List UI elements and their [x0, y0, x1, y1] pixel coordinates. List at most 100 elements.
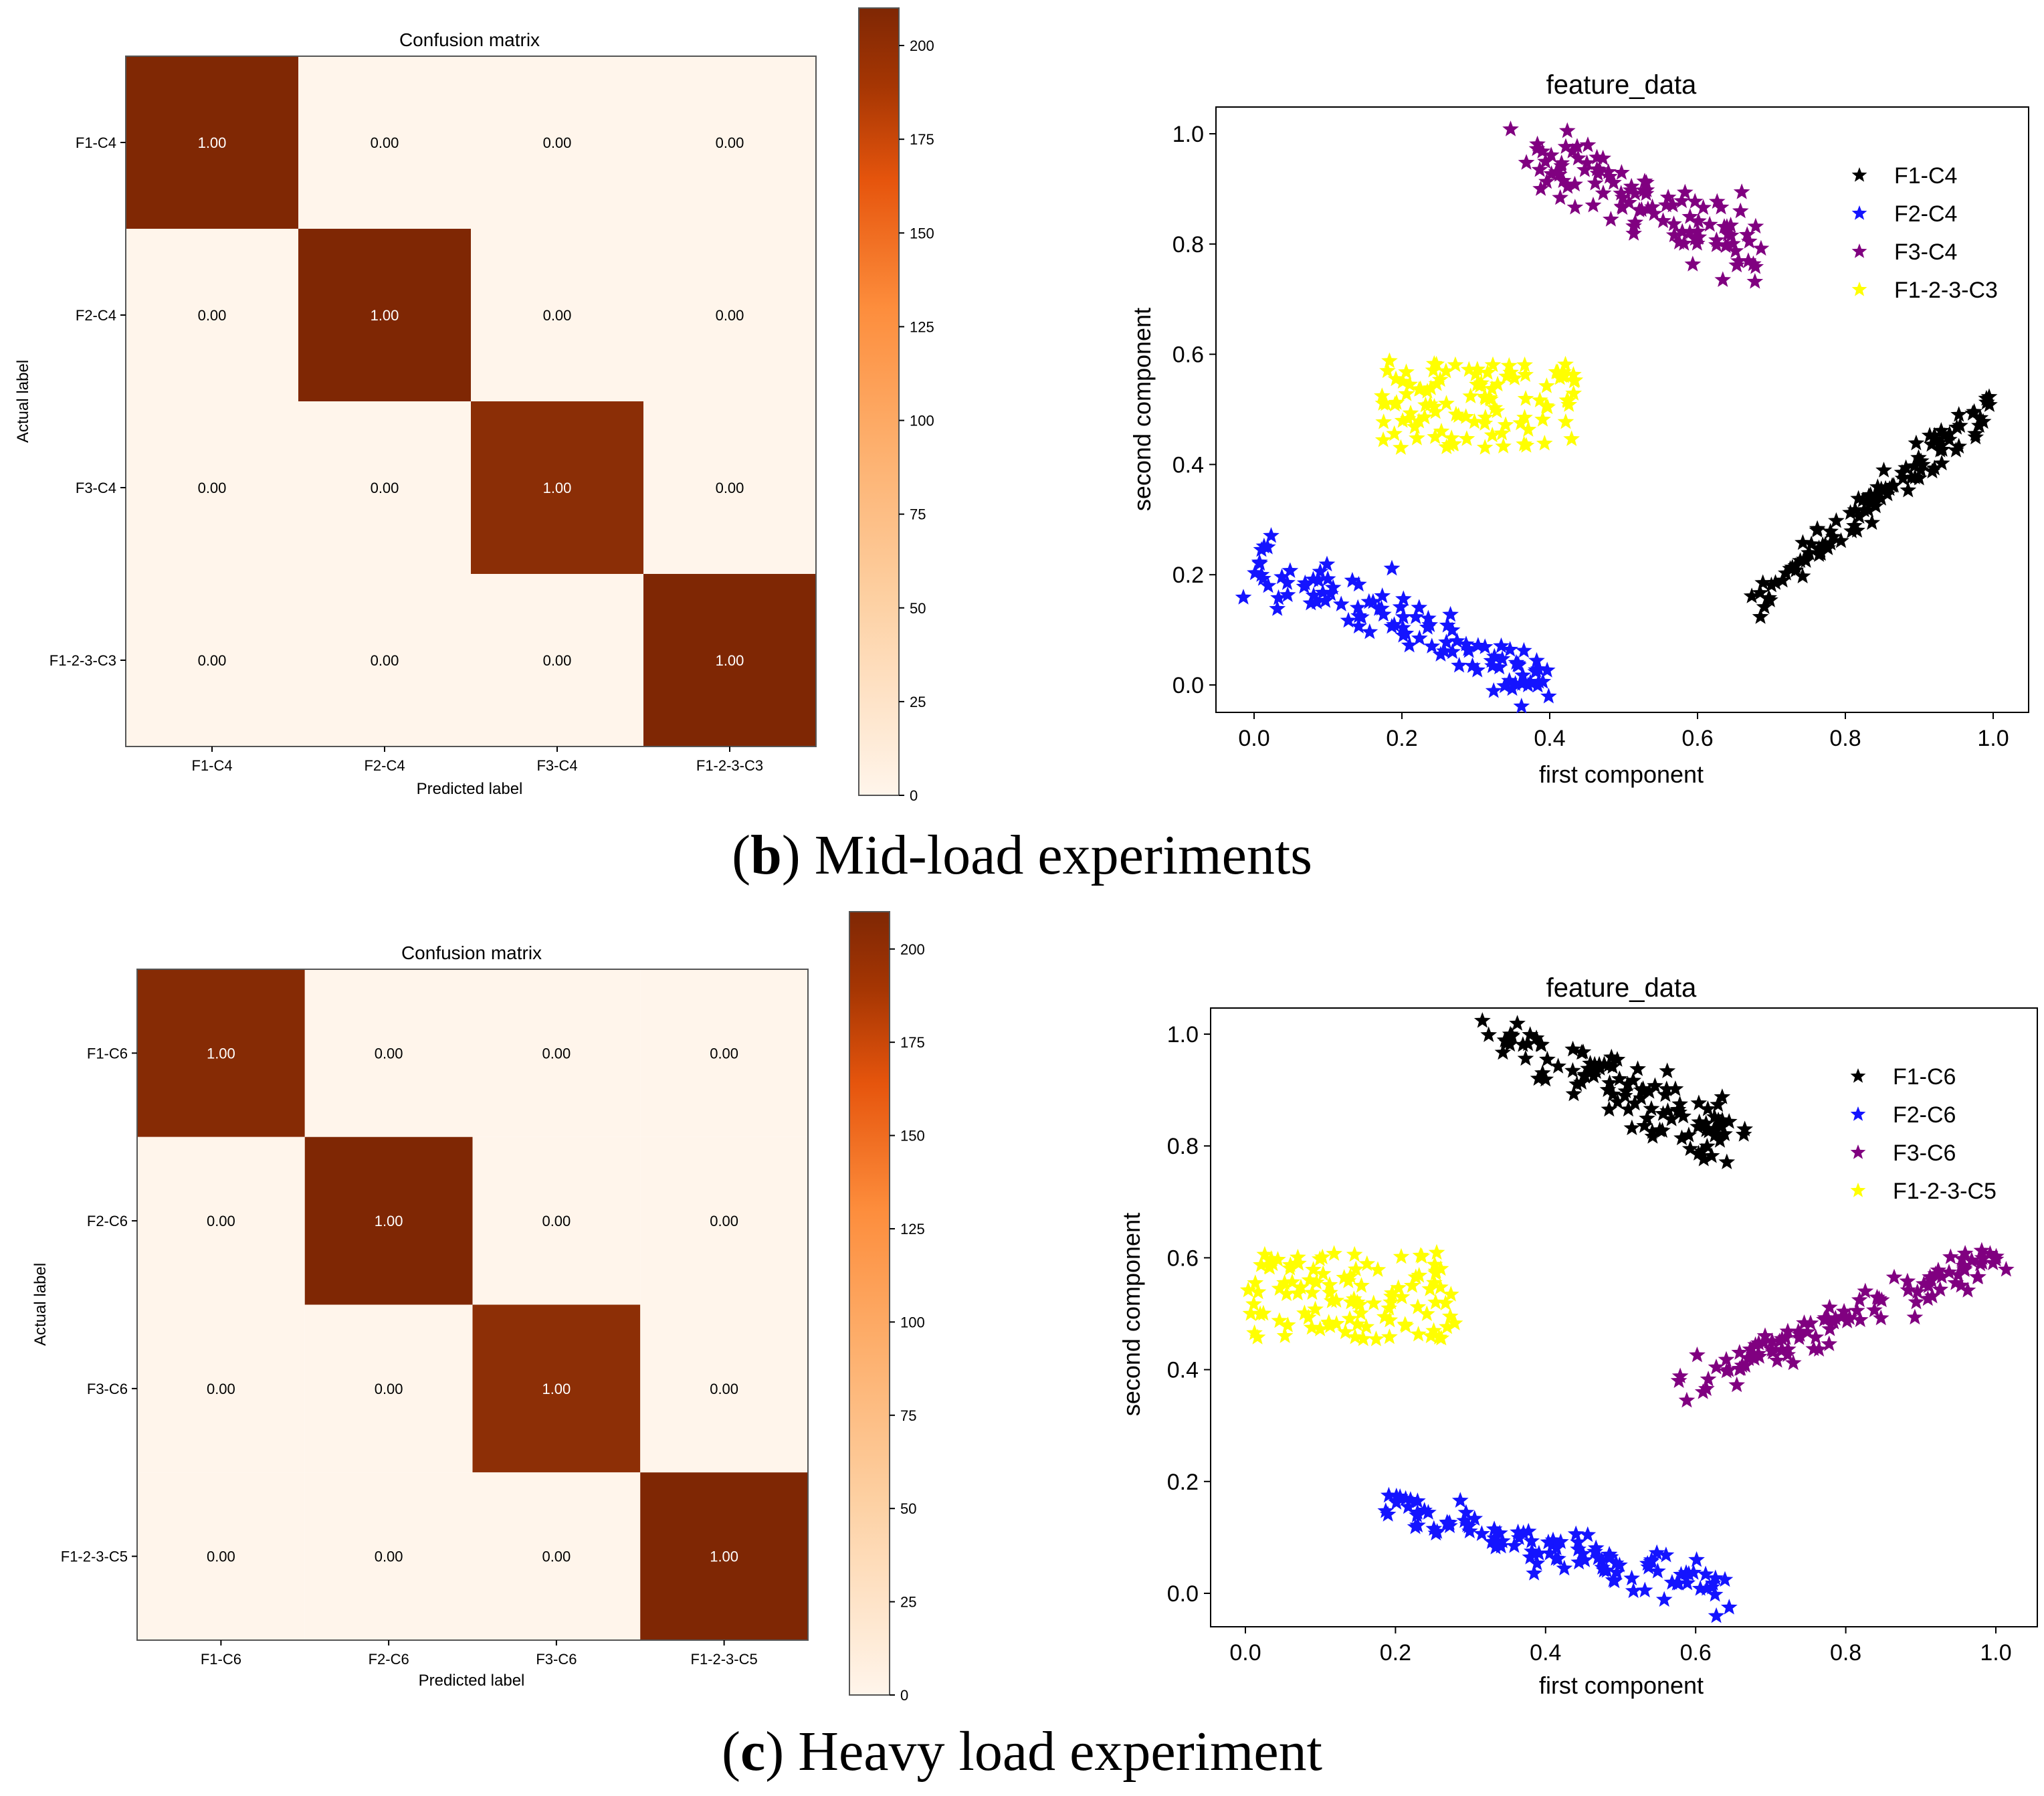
scatter-point [1799, 1323, 1816, 1340]
cm-cell [643, 229, 816, 401]
scatter-point [1296, 574, 1314, 591]
scatter-ytick-label: 0.0 [1172, 673, 1204, 698]
scatter-point [1675, 1108, 1692, 1124]
cm-ytick-label: F1-2-3-C5 [61, 1549, 128, 1565]
scatter-point [1752, 239, 1770, 256]
scatter-point [1526, 1565, 1542, 1581]
scatter-point [1603, 211, 1619, 227]
cm-cell-label: 0.00 [710, 1381, 738, 1397]
scatter-point [1312, 1320, 1328, 1336]
scatter-point [1427, 1294, 1444, 1310]
scatter-point [1383, 617, 1401, 634]
scatter-point [1322, 1317, 1338, 1333]
scatter-point [1485, 682, 1502, 698]
scatter-point [1714, 1088, 1731, 1104]
scatter-xtick-label: 0.6 [1680, 1640, 1712, 1666]
scatter-point [1860, 501, 1877, 518]
scatter-point [1443, 1286, 1459, 1302]
scatter-point [1411, 412, 1427, 429]
scatter-point [1456, 1512, 1473, 1528]
scatter-xtick-label: 0.8 [1830, 1640, 1861, 1666]
scatter-point [1589, 165, 1607, 181]
scatter-point [1473, 1012, 1491, 1028]
scatter-point [1292, 1278, 1310, 1295]
cm-cell-label: 0.00 [710, 1213, 738, 1229]
scatter-point [1381, 352, 1398, 369]
cm-b-title: Confusion matrix [399, 29, 540, 50]
scatter-point [1718, 1362, 1735, 1379]
cm-cell [126, 56, 298, 229]
scatter-point [1501, 672, 1518, 688]
scatter-point [1703, 1147, 1720, 1163]
colorbar-tick-label: 0 [910, 787, 918, 804]
scatter-point [1626, 1094, 1643, 1111]
scatter-point [1988, 1248, 2005, 1264]
scatter-point [1381, 1311, 1399, 1328]
scatter-point [1883, 477, 1901, 493]
scatter-point [1570, 1533, 1587, 1550]
scatter-point [1276, 1327, 1294, 1343]
scatter-point [1332, 595, 1350, 611]
cm-xtick-label: F2-C4 [364, 757, 405, 774]
scatter-point [1730, 252, 1747, 268]
scatter-point [1381, 1328, 1398, 1344]
scatter-point [1900, 1281, 1917, 1298]
scatter-point [1477, 389, 1494, 406]
scatter-point [1392, 598, 1409, 615]
scatter-point [1397, 1316, 1413, 1332]
scatter-point [1476, 415, 1494, 431]
scatter-point [1764, 1343, 1781, 1360]
scatter-point [1924, 1288, 1941, 1304]
confusion-matrix-b: Confusion matrix 1.00 0.00 0.00 0.00 0.00 1.0… [14, 29, 817, 798]
scatter-point [1528, 1555, 1546, 1571]
scatter-point [1576, 1551, 1593, 1567]
scatter-point [1537, 153, 1554, 169]
scatter-point [1300, 1308, 1317, 1325]
cm-cell-label: 0.00 [375, 1381, 403, 1397]
scatter-point [1251, 555, 1268, 571]
scatter-point [1282, 1260, 1298, 1276]
scatter-point [1779, 1322, 1797, 1338]
cm-xtick-label: F1-C4 [191, 757, 232, 774]
scatter-point [1791, 1329, 1808, 1345]
scatter-point [1731, 1360, 1748, 1377]
colorbar-tick-label: 150 [910, 225, 934, 241]
cm-cell [126, 574, 298, 746]
scatter-point [1239, 1281, 1257, 1298]
scatter-point [1326, 1245, 1342, 1261]
scatter-point [1627, 185, 1643, 201]
scatter-ytick-label: 0.2 [1167, 1470, 1199, 1495]
scatter-point [1750, 1345, 1767, 1361]
scatter-point [1314, 1248, 1331, 1265]
scatter-point [1438, 633, 1455, 650]
scatter-point [1599, 1081, 1617, 1097]
scatter-point [1718, 1153, 1736, 1169]
scatter-point [1432, 1278, 1449, 1295]
scatter-point [1940, 1264, 1958, 1280]
scatter-point [1533, 1036, 1550, 1052]
scatter-point [1963, 1252, 1980, 1268]
scatter-point [1774, 571, 1791, 588]
scatter-point [1374, 431, 1392, 447]
cm-cell [137, 1136, 305, 1305]
scatter-point [1398, 385, 1415, 401]
cm-cell [304, 1136, 473, 1305]
scatter-point [1636, 1581, 1653, 1598]
scatter-point [1673, 223, 1691, 239]
scatter-point [1659, 1062, 1676, 1078]
scatter-point [1398, 363, 1415, 379]
scatter-point [1523, 1532, 1540, 1549]
cm-cell [640, 1472, 808, 1640]
scatter-point [1708, 1607, 1725, 1623]
scatter-point [1835, 1302, 1853, 1319]
scatter-point [1620, 1100, 1637, 1117]
scatter-point [1735, 1126, 1752, 1142]
scatter-point [1416, 408, 1433, 425]
scatter-point [1601, 1074, 1618, 1090]
scatter-point [1797, 552, 1815, 568]
scatter-point [1681, 223, 1698, 240]
scatter-point [1427, 1264, 1444, 1280]
scatter-point [1756, 1327, 1774, 1343]
cm-cell-label: 0.00 [371, 652, 399, 669]
scatter-point [1534, 673, 1552, 689]
